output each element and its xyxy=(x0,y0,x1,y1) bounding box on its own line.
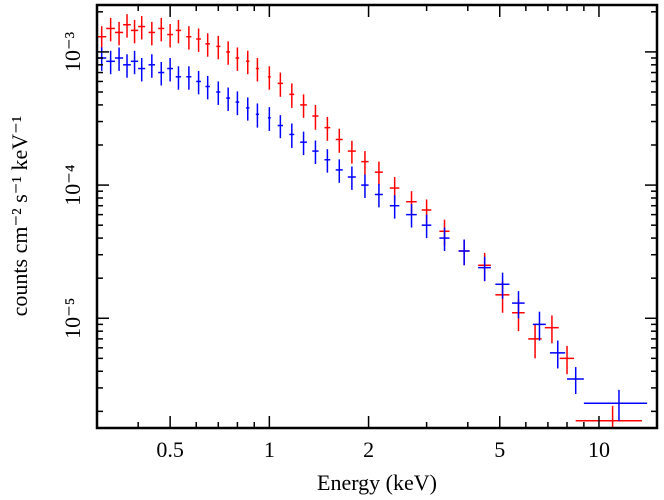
x-tick-label: 1 xyxy=(264,437,275,462)
x-tick-label: 2 xyxy=(363,437,374,462)
plot-area xyxy=(97,14,648,428)
y-tick-label: 10⁻³ xyxy=(60,31,85,72)
y-tick-label: 10⁻⁵ xyxy=(60,298,85,339)
x-axis-label: Energy (keV) xyxy=(317,470,437,495)
y-axis-label: counts cm⁻² s⁻¹ keV⁻¹ xyxy=(7,116,32,317)
x-tick-label: 5 xyxy=(494,437,505,462)
x-tick-label: 0.5 xyxy=(156,437,184,462)
y-tick-label: 10⁻⁴ xyxy=(60,164,85,206)
frame xyxy=(95,3,659,430)
x-tick-label: 10 xyxy=(588,437,610,462)
